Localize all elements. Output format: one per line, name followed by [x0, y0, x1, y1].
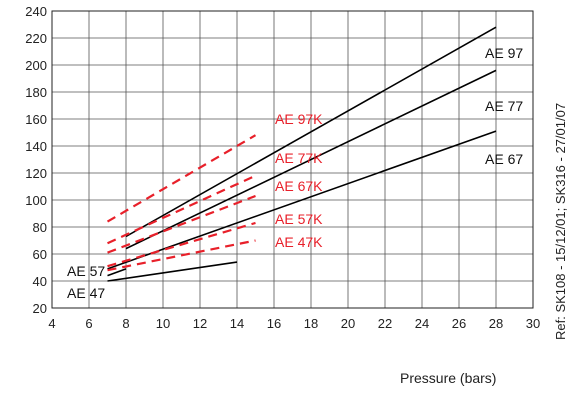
- series-line-ae57: [107, 268, 127, 277]
- x-tick-label: 4: [48, 316, 55, 331]
- y-tick-label: 160: [25, 112, 47, 127]
- x-tick-label: 8: [122, 316, 129, 331]
- y-tick-label: 180: [25, 85, 47, 100]
- x-tick-label: 30: [526, 316, 540, 331]
- x-tick-label: 22: [378, 316, 392, 331]
- series-line-ae97k: [106, 134, 257, 223]
- x-axis-label: Pressure (bars): [400, 370, 497, 386]
- y-tick-label: 100: [25, 193, 47, 208]
- label-ae57: AE 57: [67, 263, 105, 279]
- y-tick-label: 60: [33, 247, 47, 262]
- x-tick-label: 14: [230, 316, 244, 331]
- reference-note: Ref: SK108 - 15/12/01; SK316 - 27/01/07: [553, 103, 568, 340]
- series-line-ae77k: [107, 174, 256, 245]
- x-tick-label: 6: [85, 316, 92, 331]
- x-tick-label: 18: [304, 316, 318, 331]
- x-tick-label: 16: [267, 316, 281, 331]
- series-line-ae47: [107, 261, 238, 282]
- y-tick-label: 220: [25, 31, 47, 46]
- x-tick-label: 20: [341, 316, 355, 331]
- series-line-ae47k: [107, 239, 256, 272]
- y-tick-label: 120: [25, 166, 47, 181]
- label-ae47k: AE 47K: [275, 234, 323, 250]
- y-tick-label: 200: [25, 58, 47, 73]
- label-ae97: AE 97: [485, 45, 523, 61]
- x-tick-label: 26: [452, 316, 466, 331]
- y-tick-label: 20: [33, 301, 47, 316]
- x-tick-label: 28: [489, 316, 503, 331]
- label-ae67k: AE 67K: [275, 178, 323, 194]
- label-ae77: AE 77: [485, 98, 523, 114]
- series-line-ae77: [125, 69, 497, 250]
- label-ae67: AE 67: [485, 151, 523, 167]
- y-tick-label: 40: [33, 274, 47, 289]
- label-ae97k: AE 97K: [275, 111, 323, 127]
- label-ae77k: AE 77K: [275, 150, 323, 166]
- label-ae57k: AE 57K: [275, 211, 323, 227]
- series-line-ae97: [125, 26, 497, 238]
- x-axis-ticks: 4 6 8 10 12 14 16 18 20 22 24 26 28 30: [48, 316, 540, 331]
- x-tick-label: 12: [193, 316, 207, 331]
- y-axis-ticks: 20 40 60 80 100 120 140 160 180 200 220 240: [25, 4, 47, 316]
- plot-frame: [51, 10, 534, 309]
- y-tick-label: 80: [33, 220, 47, 235]
- y-tick-label: 240: [25, 4, 47, 19]
- x-tick-label: 24: [415, 316, 429, 331]
- y-tick-label: 140: [25, 139, 47, 154]
- series-line-ae57k: [107, 221, 256, 268]
- x-tick-label: 10: [156, 316, 170, 331]
- series-line-ae67: [107, 130, 497, 270]
- label-ae47: AE 47: [67, 285, 105, 301]
- series-line-ae67k: [107, 194, 256, 254]
- series-lines: [106, 26, 497, 282]
